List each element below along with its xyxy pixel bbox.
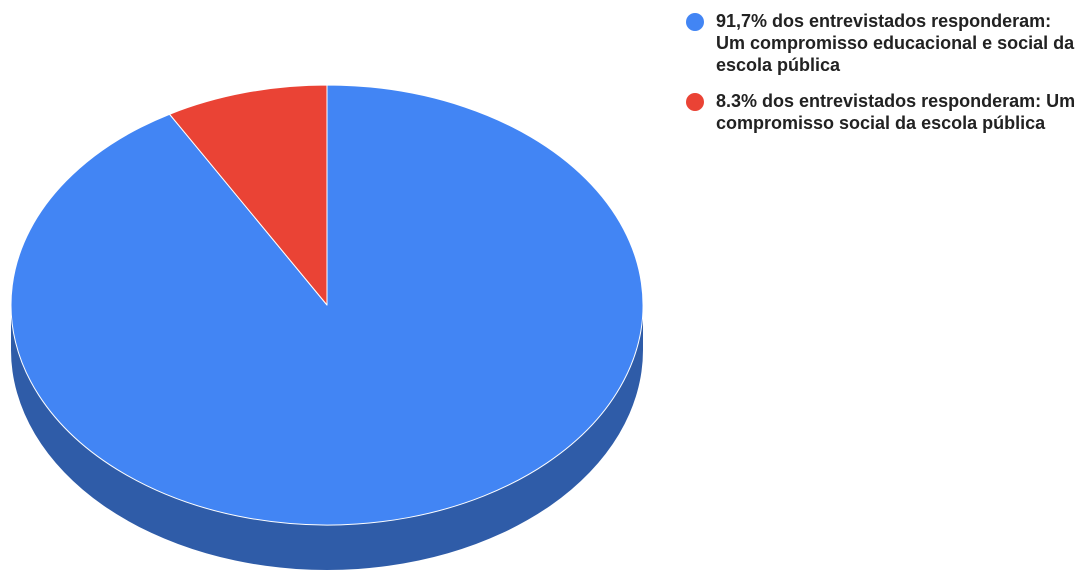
legend-label-0: 91,7% dos entrevistados responderam: Um … <box>716 11 1075 75</box>
legend-item-1[interactable]: 8.3% dos entrevistados responderam: Um c… <box>686 90 1078 134</box>
pie-slice-1[interactable] <box>169 84 328 306</box>
pie-slice-side-0 <box>11 305 643 570</box>
legend-swatch-1 <box>686 93 704 111</box>
legend-item-0[interactable]: 91,7% dos entrevistados responderam: Um … <box>686 10 1078 76</box>
legend-swatch-0 <box>686 13 704 31</box>
legend: 91,7% dos entrevistados responderam: Um … <box>686 10 1078 148</box>
legend-label-1: 8.3% dos entrevistados responderam: Um c… <box>716 91 1076 133</box>
pie-chart <box>10 84 644 570</box>
